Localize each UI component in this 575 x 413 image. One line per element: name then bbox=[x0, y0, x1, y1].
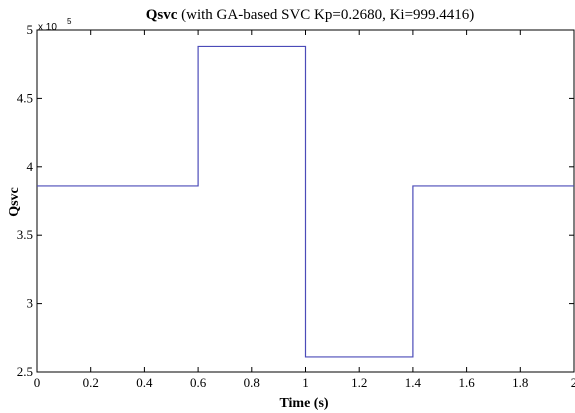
y-axis-label: Qsvc bbox=[7, 187, 22, 217]
y-tick-label: 2.5 bbox=[17, 364, 33, 379]
x-axis-label: Time (s) bbox=[279, 396, 328, 411]
y-axis: 2.5 3 3.5 4 4.5 5 bbox=[17, 22, 574, 379]
chart-title: Qsvc (with GA-based SVC Kp=0.2680, Ki=99… bbox=[146, 7, 475, 23]
y-tick-label: 4.5 bbox=[17, 90, 33, 105]
x-tick-label: 0.6 bbox=[190, 375, 207, 390]
x-tick-label: 0.8 bbox=[244, 375, 260, 390]
series-group bbox=[37, 45, 574, 358]
y-tick-label: 4 bbox=[27, 159, 34, 174]
x-tick-label: 0.4 bbox=[136, 375, 153, 390]
y-multiplier-exponent: 5 bbox=[67, 17, 72, 26]
y-tick-label: 3.5 bbox=[17, 227, 33, 242]
y-multiplier-base: x 10 bbox=[38, 22, 57, 33]
y-multiplier: x 10 5 bbox=[38, 17, 72, 33]
x-tick-label: 1.6 bbox=[458, 375, 475, 390]
x-tick-label: 1.2 bbox=[351, 375, 367, 390]
x-tick-label: 0 bbox=[34, 375, 41, 390]
x-tick-label: 1.4 bbox=[405, 375, 422, 390]
x-tick-label: 1.8 bbox=[512, 375, 528, 390]
y-tick-label: 5 bbox=[27, 22, 34, 37]
x-tick-label: 1 bbox=[302, 375, 309, 390]
chart-title-rest: (with GA-based SVC Kp=0.2680, Ki=999.441… bbox=[177, 7, 474, 23]
series-line bbox=[37, 45, 574, 358]
chart-title-bold: Qsvc bbox=[146, 7, 178, 23]
x-tick-label: 0.2 bbox=[83, 375, 99, 390]
y-tick-label: 3 bbox=[27, 296, 34, 311]
x-axis: 0 0.2 0.4 0.6 0.8 1 1.2 1.4 1.6 1.8 2 bbox=[34, 30, 575, 390]
x-tick-label: 2 bbox=[571, 375, 575, 390]
